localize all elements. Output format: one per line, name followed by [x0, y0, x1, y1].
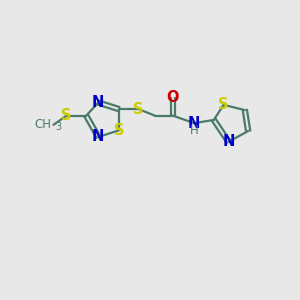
Text: 3: 3 — [56, 122, 62, 132]
Text: N: N — [222, 134, 235, 149]
Text: O: O — [167, 90, 179, 105]
Text: S: S — [218, 98, 229, 112]
Text: H: H — [190, 124, 199, 137]
Text: N: N — [188, 116, 200, 131]
Text: S: S — [114, 123, 124, 138]
Text: N: N — [92, 95, 104, 110]
Text: N: N — [92, 129, 104, 144]
Text: CH: CH — [35, 118, 52, 131]
Text: S: S — [133, 102, 144, 117]
Text: S: S — [61, 108, 72, 123]
